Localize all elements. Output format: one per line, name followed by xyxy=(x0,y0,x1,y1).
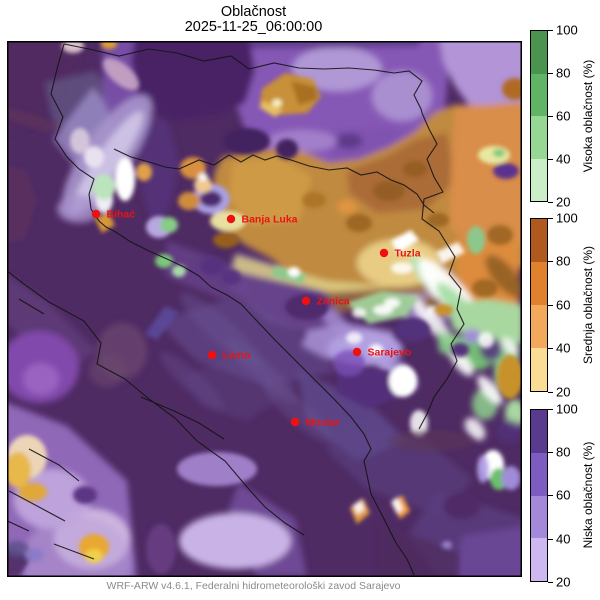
svg-text:Mostar: Mostar xyxy=(306,417,340,429)
svg-text:Bihać: Bihać xyxy=(107,209,136,221)
svg-text:Sarajevo: Sarajevo xyxy=(368,347,412,359)
svg-text:Livno: Livno xyxy=(223,350,251,362)
svg-text:Banja Luka: Banja Luka xyxy=(242,214,298,226)
svg-text:Tuzla: Tuzla xyxy=(395,248,421,260)
svg-text:Zenica: Zenica xyxy=(317,296,350,308)
